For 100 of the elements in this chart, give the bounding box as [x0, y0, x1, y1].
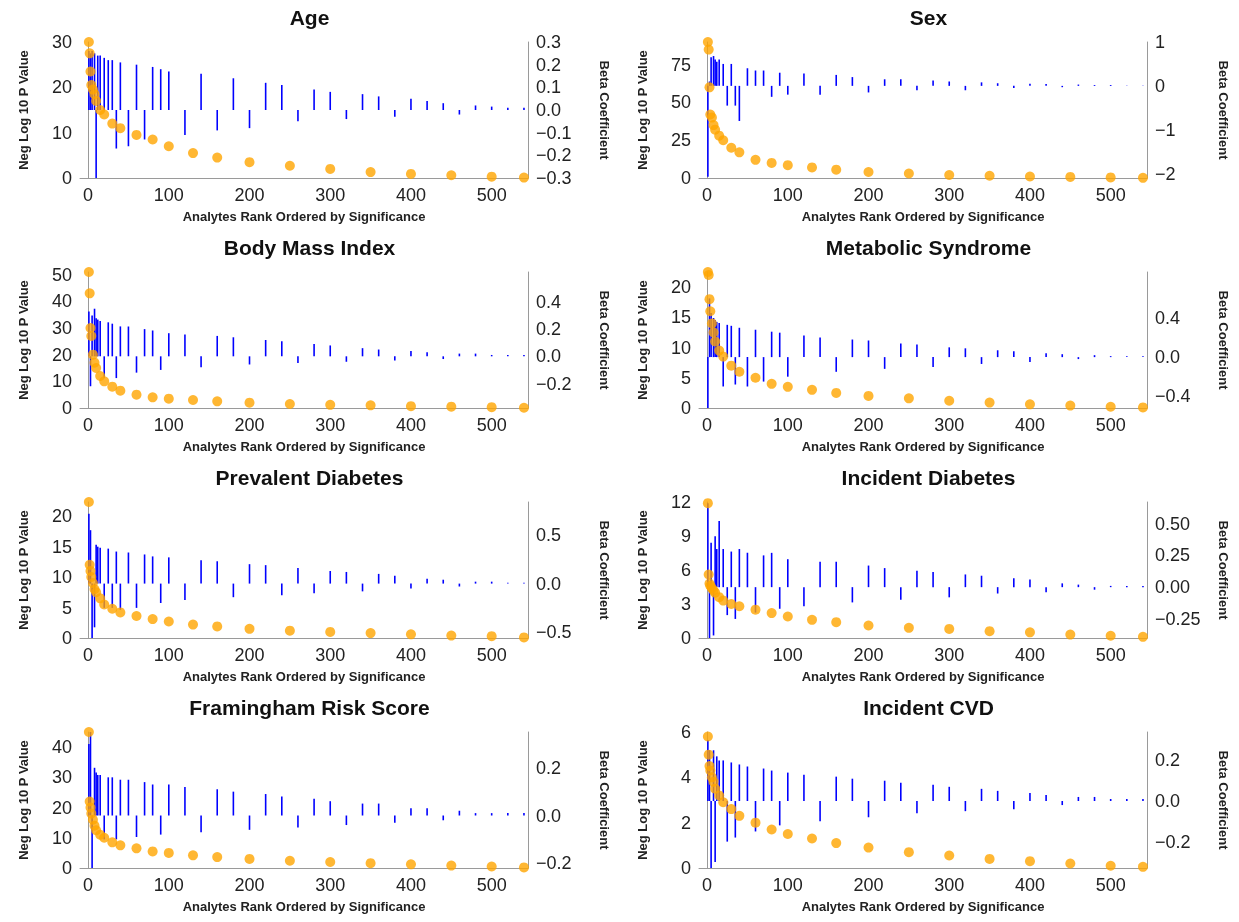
- y-axis-title: Neg Log 10 P Value: [635, 740, 650, 860]
- y-tick-label: 75: [670, 54, 691, 75]
- x-tick-label: 100: [772, 185, 803, 205]
- y2-tick-label: 0.4: [536, 291, 562, 312]
- chart-title: Prevalent Diabetes: [215, 466, 404, 489]
- chart-title: Framingham Risk Score: [189, 696, 430, 719]
- x-tick-label: 400: [395, 185, 426, 205]
- x-tick-label: 300: [934, 415, 965, 435]
- y-axis-title: Neg Log 10 P Value: [16, 280, 31, 400]
- y2-axis-title: Beta Coefficient: [1216, 520, 1231, 621]
- y-tick-label: 6: [680, 722, 691, 742]
- y-tick-label: 10: [51, 567, 72, 588]
- y2-tick-label: −0.4: [1155, 386, 1191, 407]
- y2-tick-label: −0.1: [536, 122, 572, 143]
- y2-axis-title: Beta Coefficient: [597, 520, 612, 621]
- y-tick-label: 40: [51, 737, 72, 758]
- x-tick-label: 0: [702, 875, 713, 895]
- x-tick-label: 500: [476, 875, 507, 895]
- x-tick-label: 300: [934, 645, 965, 665]
- x-tick-label: 300: [315, 875, 346, 895]
- x-tick-label: 100: [772, 875, 803, 895]
- x-tick-label: 100: [772, 645, 803, 665]
- y2-tick-label: 0: [1155, 75, 1166, 96]
- x-tick-label: 500: [1095, 185, 1126, 205]
- y-tick-label: 15: [51, 536, 72, 557]
- chart-title: Body Mass Index: [223, 236, 396, 259]
- chart-title: Incident CVD: [863, 696, 994, 719]
- chart-title: Sex: [909, 6, 948, 29]
- x-tick-label: 400: [1014, 415, 1045, 435]
- y-tick-label: 12: [670, 492, 691, 512]
- y-tick-label: 5: [680, 367, 691, 388]
- y-tick-label: 20: [51, 344, 72, 365]
- y-axis-title: Neg Log 10 P Value: [635, 510, 650, 630]
- y2-tick-label: 0.0: [1155, 791, 1181, 812]
- y-tick-label: 50: [51, 264, 72, 285]
- y-tick-label: 50: [670, 92, 691, 113]
- y-axis-title: Neg Log 10 P Value: [16, 50, 31, 170]
- x-tick-label: 500: [476, 645, 507, 665]
- y-tick-label: 2: [680, 812, 691, 833]
- x-tick-label: 300: [315, 185, 346, 205]
- y2-tick-label: 0.50: [1155, 513, 1191, 534]
- y2-tick-label: 0.25: [1155, 545, 1191, 566]
- y2-tick-label: 0.3: [536, 32, 562, 52]
- x-tick-label: 100: [153, 415, 184, 435]
- y-tick-label: 30: [51, 318, 72, 338]
- y2-tick-label: −2: [1155, 163, 1176, 184]
- y-tick-label: 10: [51, 827, 72, 848]
- y-axis-title: Neg Log 10 P Value: [16, 510, 31, 630]
- y2-tick-label: 0.2: [1155, 750, 1181, 771]
- y-tick-label: 40: [51, 291, 72, 312]
- x-tick-label: 400: [395, 415, 426, 435]
- x-tick-label: 200: [853, 645, 884, 665]
- y2-tick-label: 0.5: [536, 525, 562, 546]
- y-tick-label: 25: [670, 130, 691, 151]
- y-tick-label: 30: [51, 767, 72, 788]
- y-tick-label: 15: [670, 307, 691, 328]
- x-axis-title: Analytes Rank Ordered by Significance: [182, 669, 426, 684]
- x-tick-label: 0: [83, 185, 94, 205]
- y2-tick-label: 0.00: [1155, 577, 1191, 598]
- y-tick-label: 0: [680, 398, 691, 418]
- y-axis-title: Neg Log 10 P Value: [635, 280, 650, 400]
- x-tick-label: 300: [934, 875, 965, 895]
- y2-tick-label: −0.2: [1155, 831, 1191, 852]
- y-tick-label: 10: [51, 371, 72, 392]
- x-tick-label: 500: [1095, 645, 1126, 665]
- x-tick-label: 400: [395, 645, 426, 665]
- y2-tick-label: −0.2: [536, 145, 572, 166]
- x-tick-label: 100: [153, 185, 184, 205]
- y-tick-label: 4: [680, 767, 691, 788]
- x-tick-label: 500: [1095, 415, 1126, 435]
- y2-tick-label: 0.0: [536, 573, 562, 594]
- y-axis-title: Neg Log 10 P Value: [635, 50, 650, 170]
- y2-tick-label: −0.25: [1155, 608, 1201, 629]
- y-tick-label: 20: [51, 797, 72, 818]
- y2-tick-label: 0.0: [1155, 347, 1181, 368]
- y-tick-label: 0: [680, 858, 691, 878]
- y2-tick-label: −0.5: [536, 622, 572, 643]
- chart-title: Age: [289, 6, 330, 29]
- x-tick-label: 0: [702, 645, 713, 665]
- y2-axis-title: Beta Coefficient: [1216, 60, 1231, 161]
- x-axis-title: Analytes Rank Ordered by Significance: [801, 669, 1045, 684]
- x-tick-label: 0: [702, 415, 713, 435]
- x-tick-label: 500: [476, 415, 507, 435]
- y2-axis-title: Beta Coefficient: [597, 60, 612, 161]
- y2-tick-label: 0.0: [536, 100, 562, 120]
- y2-tick-label: 0.2: [536, 319, 562, 340]
- x-tick-label: 400: [1014, 645, 1045, 665]
- x-tick-label: 100: [153, 645, 184, 665]
- y-tick-label: 20: [51, 77, 72, 98]
- y-axis-title: Neg Log 10 P Value: [16, 740, 31, 860]
- x-tick-label: 200: [234, 415, 265, 435]
- y2-axis-title: Beta Coefficient: [1216, 750, 1231, 851]
- y-tick-label: 0: [61, 398, 72, 418]
- x-tick-label: 300: [315, 415, 346, 435]
- x-tick-label: 200: [234, 645, 265, 665]
- x-tick-label: 100: [153, 875, 184, 895]
- y2-tick-label: −0.2: [536, 853, 572, 874]
- chart-title: Metabolic Syndrome: [825, 236, 1032, 259]
- x-tick-label: 300: [315, 645, 346, 665]
- y2-axis-title: Beta Coefficient: [597, 290, 612, 391]
